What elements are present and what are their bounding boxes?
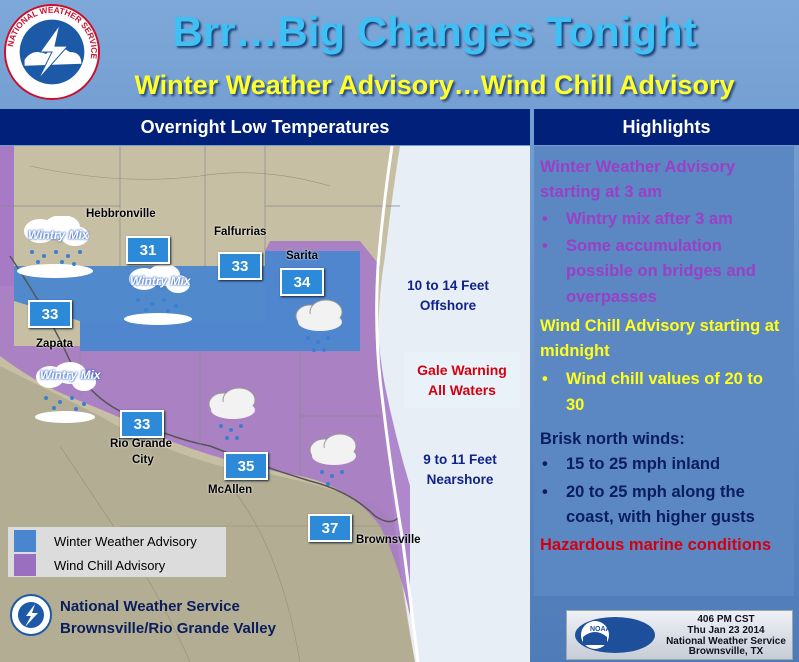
nws-footer-logo <box>10 594 52 636</box>
legend-item-winter-weather: Winter Weather Advisory <box>14 530 197 552</box>
temp-mcallen: 35 <box>224 452 268 480</box>
wwa-title-line2: starting at 3 am <box>540 183 662 201</box>
page-subtitle: Winter Weather Advisory…Wind Chill Advis… <box>134 70 735 100</box>
winds-bullet: 15 to 25 mph inland <box>540 452 795 477</box>
noaa-logo: NOAA <box>575 617 655 653</box>
wca-bullet: Wind chill values of 20 to <box>540 367 795 392</box>
snow-cloud-icon <box>295 299 343 352</box>
rio-grande-river <box>9 255 399 523</box>
winds-title: Brisk north winds: <box>540 430 685 448</box>
overnight-lows-header: Overnight Low Temperatures <box>0 109 530 145</box>
wwa-title: Winter Weather Advisory <box>540 158 736 176</box>
stamp-date: Thu Jan 23 2014 <box>687 625 765 636</box>
wwa-bullet: Wintry mix after 3 am <box>540 207 795 232</box>
temp-sarita: 34 <box>280 268 324 296</box>
winter-weather-advisory-area <box>14 251 360 351</box>
wca-title: Wind Chill Advisory starting at <box>540 317 780 335</box>
map-legend: Winter Weather Advisory Wind Chill Advis… <box>8 527 226 577</box>
city-brownsville: Brownsville <box>356 534 421 546</box>
city-zapata: Zapata <box>36 338 74 350</box>
legend-item-wind-chill: Wind Chill Advisory <box>14 554 165 576</box>
snow-cloud-icon <box>208 387 256 440</box>
wintry-mix-icon <box>17 216 93 278</box>
temp-falfurrias: 33 <box>218 252 262 280</box>
wintry-mix-label: Wintry Mix <box>40 368 101 382</box>
legend-swatch <box>14 530 36 552</box>
wintry-mix-icon <box>124 264 192 325</box>
wintry-mix-label: Wintry Mix <box>130 274 191 288</box>
temp-brownsville: 37 <box>308 514 352 542</box>
wca-title-line2: midnight <box>540 342 610 360</box>
offshore-seas: 10 to 14 Feet Offshore <box>407 278 489 313</box>
nws-logo: NATIONAL WEATHER SERVICE <box>3 3 101 101</box>
map-svg <box>0 146 530 662</box>
temp-zapata: 33 <box>28 300 72 328</box>
snow-cloud-icon <box>309 433 357 486</box>
page-title: Brr…Big Changes Tonight <box>172 8 697 55</box>
gale-warning: Gale Warning All Waters <box>404 352 520 408</box>
wwa-bullet: Some accumulation <box>540 234 795 259</box>
city-rio-grande-city: Rio Grande <box>110 438 172 450</box>
issuance-stamp: NOAA 406 PM CST Thu Jan 23 2014 National… <box>566 610 793 660</box>
hazardous-marine: Hazardous marine conditions <box>540 536 772 554</box>
city-mcallen: McAllen <box>208 484 253 496</box>
wintry-mix-label: Wintry Mix <box>28 228 89 242</box>
wwa-bullet-cont: possible on bridges and <box>566 262 756 280</box>
stamp-office: National Weather Service <box>666 636 786 647</box>
wwa-bullet-cont: overpasses <box>566 288 657 306</box>
temp-rio-grande-city: 33 <box>120 410 164 438</box>
stamp-time: 406 PM CST <box>697 614 755 625</box>
winds-bullet-cont: coast, with higher gusts <box>566 508 755 526</box>
nearshore-seas: 9 to 11 Feet Nearshore <box>423 452 497 487</box>
wca-bullet-cont: 30 <box>566 396 585 414</box>
winds-bullet: 20 to 25 mph along the <box>540 480 795 505</box>
city-hebbronville: Hebbronville <box>86 208 156 220</box>
city-rio-grande-city-line2: City <box>132 454 154 466</box>
city-sarita: Sarita <box>286 250 318 262</box>
footer-office: National Weather Service <box>60 598 240 615</box>
svg-text:NOAA: NOAA <box>590 626 611 633</box>
mexico-land <box>0 366 415 662</box>
stamp-location: Brownsville, TX <box>688 646 764 657</box>
city-falfurrias: Falfurrias <box>214 226 267 238</box>
temp-hebbronville: 31 <box>126 236 170 264</box>
footer-region: Brownsville/Rio Grande Valley <box>60 620 276 637</box>
wintry-mix-icon <box>35 362 96 423</box>
legend-swatch <box>14 554 36 576</box>
highlights-header: Highlights <box>534 109 799 145</box>
